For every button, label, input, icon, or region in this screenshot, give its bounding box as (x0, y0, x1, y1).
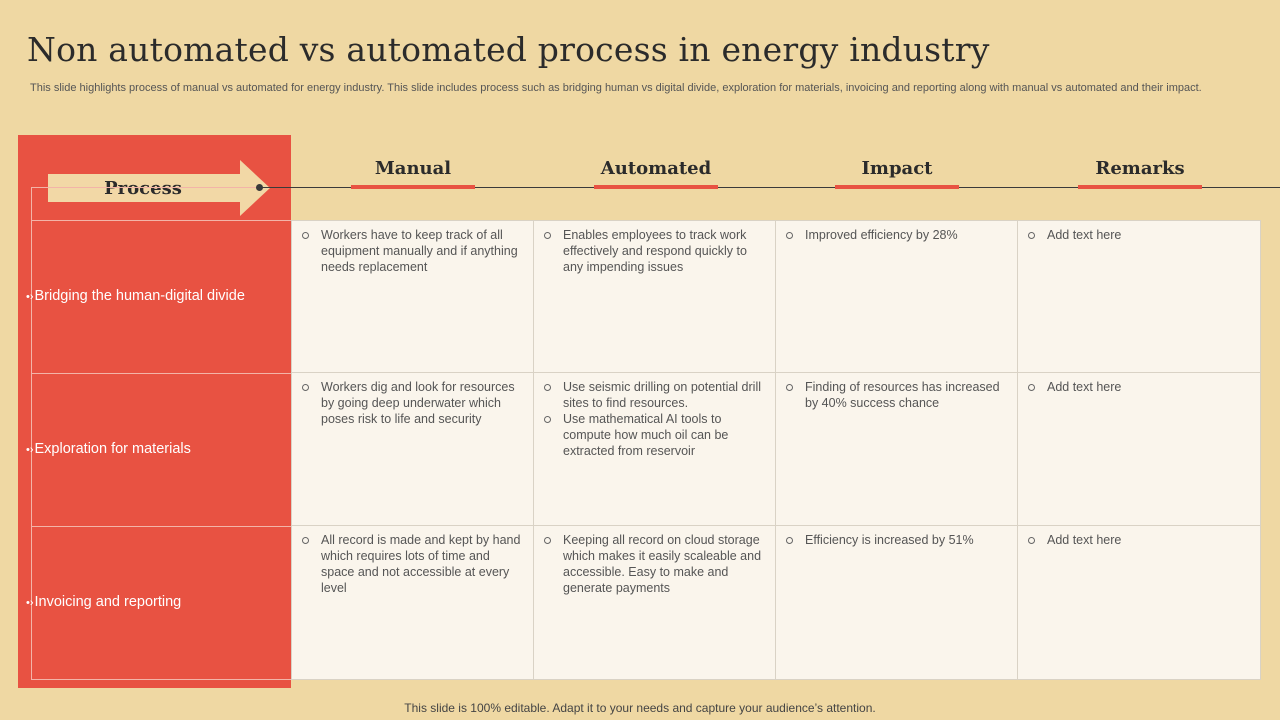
list-item: Finding of resources has increased by 40… (786, 379, 1009, 411)
circle-bullet-icon (544, 232, 551, 239)
row-label-text: Bridging the human-digital divide (34, 288, 245, 304)
list-item: All record is made and kept by hand whic… (302, 532, 525, 596)
cell-impact-row3: Efficiency is increased by 51% (776, 526, 1018, 680)
cell-manual-row2: Workers dig and look for resources by go… (291, 373, 534, 526)
list-item: Workers dig and look for resources by go… (302, 379, 525, 427)
list-item: Add text here (1028, 532, 1252, 548)
cell-remarks-row3: Add text here (1018, 526, 1261, 680)
circle-bullet-icon (302, 232, 309, 239)
process-panel (18, 135, 291, 688)
bullet-arrow-icon: •› (26, 291, 34, 303)
list-item: Keeping all record on cloud storage whic… (544, 532, 767, 596)
column-underline (594, 185, 718, 189)
circle-bullet-icon (1028, 537, 1035, 544)
cell-manual-row3: All record is made and kept by hand whic… (291, 526, 534, 680)
process-arrow-icon (48, 160, 270, 216)
footer-note: This slide is 100% editable. Adapt it to… (404, 701, 876, 715)
list-item: Add text here (1028, 379, 1252, 395)
item-text: Add text here (1047, 380, 1122, 394)
cell-impact-row1: Improved efficiency by 28% (776, 220, 1018, 373)
item-text: Finding of resources has increased by 40… (805, 380, 1000, 410)
process-outline (31, 187, 291, 680)
column-underline (351, 185, 475, 189)
item-text: Use seismic drilling on potential drill … (563, 380, 761, 410)
row-divider (31, 220, 291, 221)
comparison-table: Workers have to keep track of all equipm… (291, 220, 1261, 680)
circle-bullet-icon (544, 384, 551, 391)
item-text: Use mathematical AI tools to compute how… (563, 412, 729, 458)
item-text: Add text here (1047, 228, 1122, 242)
circle-bullet-icon (544, 537, 551, 544)
page-subtitle: This slide highlights process of manual … (30, 82, 1202, 94)
row-label-exploration: •›Exploration for materials (26, 439, 191, 459)
item-text: Enables employees to track work effectiv… (563, 228, 747, 274)
item-text: Workers dig and look for resources by go… (321, 380, 515, 426)
row-divider (31, 373, 291, 374)
list-item: Improved efficiency by 28% (786, 227, 1009, 243)
column-header-remarks: Remarks (1095, 158, 1185, 179)
circle-bullet-icon (1028, 384, 1035, 391)
column-header-impact: Impact (861, 158, 933, 179)
list-item: Efficiency is increased by 51% (786, 532, 1009, 548)
list-item: Workers have to keep track of all equipm… (302, 227, 525, 275)
circle-bullet-icon (786, 384, 793, 391)
row-label-text: Exploration for materials (34, 441, 191, 457)
cell-manual-row1: Workers have to keep track of all equipm… (291, 220, 534, 373)
cell-remarks-row2: Add text here (1018, 373, 1261, 526)
circle-bullet-icon (302, 384, 309, 391)
cell-impact-row2: Finding of resources has increased by 40… (776, 373, 1018, 526)
row-label-text: Invoicing and reporting (34, 594, 182, 610)
cell-automated-row1: Enables employees to track work effectiv… (534, 220, 776, 373)
column-underline (835, 185, 959, 189)
timeline-dot (256, 184, 263, 191)
circle-bullet-icon (786, 232, 793, 239)
row-divider (31, 526, 291, 527)
cell-remarks-row1: Add text here (1018, 220, 1261, 373)
list-item: Enables employees to track work effectiv… (544, 227, 767, 275)
circle-bullet-icon (786, 537, 793, 544)
column-underline (1078, 185, 1202, 189)
circle-bullet-icon (1028, 232, 1035, 239)
list-item: Use seismic drilling on potential drill … (544, 379, 767, 411)
list-item: Use mathematical AI tools to compute how… (544, 411, 767, 459)
item-text: Keeping all record on cloud storage whic… (563, 533, 762, 595)
item-text: Workers have to keep track of all equipm… (321, 228, 518, 274)
item-text: Improved efficiency by 28% (805, 228, 958, 242)
row-label-bridging: •›Bridging the human-digital divide (26, 286, 245, 306)
bullet-arrow-icon: •› (26, 444, 34, 456)
page-title: Non automated vs automated process in en… (27, 30, 990, 69)
header-timeline (260, 187, 1280, 188)
column-header-automated: Automated (600, 158, 712, 179)
circle-bullet-icon (302, 537, 309, 544)
row-label-invoicing: •›Invoicing and reporting (26, 592, 181, 612)
column-header-manual: Manual (374, 158, 452, 179)
circle-bullet-icon (544, 416, 551, 423)
item-text: All record is made and kept by hand whic… (321, 533, 521, 595)
item-text: Efficiency is increased by 51% (805, 533, 974, 547)
list-item: Add text here (1028, 227, 1252, 243)
cell-automated-row2: Use seismic drilling on potential drill … (534, 373, 776, 526)
row-divider (31, 679, 291, 680)
cell-automated-row3: Keeping all record on cloud storage whic… (534, 526, 776, 680)
process-header: Process (104, 178, 182, 199)
item-text: Add text here (1047, 533, 1122, 547)
bullet-arrow-icon: •› (26, 597, 34, 609)
